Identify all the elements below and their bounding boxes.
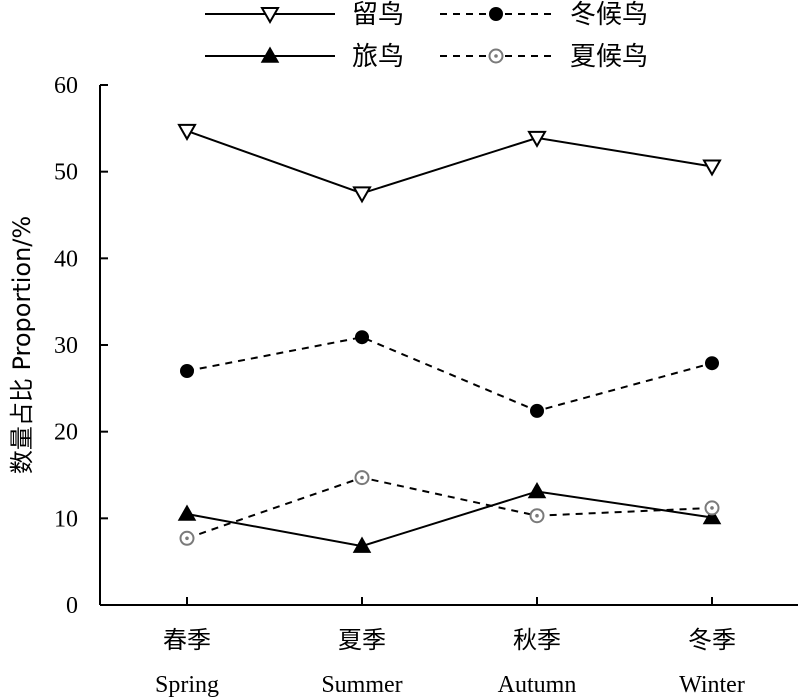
x-category-label-en: Autumn xyxy=(498,672,577,698)
legend-item: 冬候鸟 xyxy=(440,0,648,30)
series-layer xyxy=(177,123,722,553)
marker-circle-dot xyxy=(360,475,364,480)
data-point xyxy=(352,536,372,553)
marker-triangle-up xyxy=(177,504,197,521)
data-point xyxy=(704,500,720,516)
series-1 xyxy=(177,123,722,204)
y-axis-label: 数量占比 Proportion/% xyxy=(8,216,36,474)
series-line xyxy=(186,490,713,548)
marker-triangle-down xyxy=(527,130,547,148)
legend-label: 冬候鸟 xyxy=(570,0,648,30)
legend-item: 旅鸟 xyxy=(205,42,404,72)
marker-circle-dot xyxy=(535,513,539,518)
data-point xyxy=(705,356,719,371)
data-point xyxy=(260,7,280,25)
marker-triangle-down xyxy=(352,186,372,204)
data-point xyxy=(177,504,197,521)
y-tick-label: 40 xyxy=(54,246,78,272)
series-2 xyxy=(180,330,719,418)
series-4 xyxy=(179,470,720,546)
marker-triangle-up xyxy=(352,536,372,553)
marker-circle-filled xyxy=(705,356,719,371)
y-tick-label: 10 xyxy=(54,506,78,532)
x-category-label: 春季 xyxy=(163,626,211,654)
data-point xyxy=(355,330,369,345)
data-point xyxy=(354,470,370,486)
legend-item: 夏候鸟 xyxy=(440,42,648,72)
marker-circle-dot xyxy=(185,536,189,541)
data-point xyxy=(489,7,503,21)
marker-triangle-down xyxy=(702,159,722,177)
marker-triangle-up xyxy=(527,481,547,499)
y-tick-label: 50 xyxy=(54,160,78,186)
marker-circle-filled xyxy=(355,330,369,345)
data-point xyxy=(702,159,722,177)
marker-triangle-up xyxy=(702,507,722,525)
data-point xyxy=(527,481,547,499)
data-point xyxy=(180,364,194,378)
x-category-label-en: Spring xyxy=(155,672,219,698)
y-tick-label: 20 xyxy=(54,420,78,446)
data-point xyxy=(702,507,722,525)
data-point xyxy=(530,403,544,418)
data-point xyxy=(529,508,545,524)
data-point xyxy=(488,48,504,64)
data-point xyxy=(352,186,372,204)
legend-label: 留鸟 xyxy=(352,0,404,30)
series-line xyxy=(186,476,713,540)
data-point xyxy=(179,530,195,546)
legend-label: 旅鸟 xyxy=(352,42,404,72)
y-tick-label: 0 xyxy=(66,593,78,619)
axes: 0 10 20 30 40 50 60 春季 Spring 夏季 Summer 秋季 Autumn 冬季 W… xyxy=(54,73,798,698)
legend-item: 留鸟 xyxy=(205,0,404,30)
marker-circle-filled xyxy=(530,403,544,418)
y-tick-label: 60 xyxy=(54,73,78,99)
marker-circle-filled xyxy=(489,7,503,21)
series-line xyxy=(186,336,713,412)
data-point xyxy=(527,130,547,148)
series-line xyxy=(186,129,713,195)
x-category-label: 夏季 xyxy=(338,626,386,654)
marker-triangle-down xyxy=(177,123,197,141)
data-point xyxy=(177,123,197,141)
marker-circle-dot xyxy=(710,506,714,510)
marker-circle-dot xyxy=(494,54,498,58)
y-tick-label: 30 xyxy=(54,333,78,359)
series-3 xyxy=(177,481,722,553)
x-category-label: 秋季 xyxy=(513,626,561,654)
data-point xyxy=(260,46,280,63)
x-category-label-en: Summer xyxy=(321,672,402,698)
x-category-label-en: Winter xyxy=(679,672,745,698)
marker-triangle-up xyxy=(260,46,280,63)
marker-triangle-down xyxy=(260,7,280,25)
legend-label: 夏候鸟 xyxy=(570,42,648,72)
x-category-label: 冬季 xyxy=(688,626,736,654)
marker-circle-filled xyxy=(180,364,194,378)
